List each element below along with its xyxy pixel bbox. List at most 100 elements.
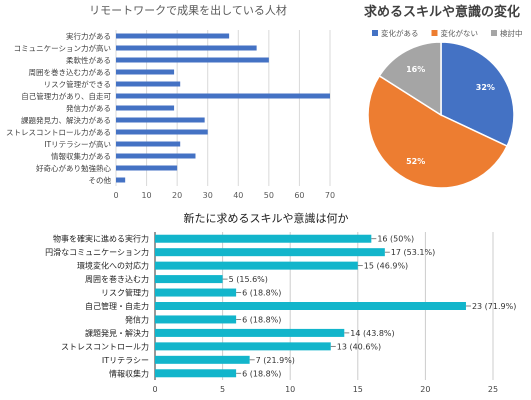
chart3-category-label: 自己管理・自走力: [85, 301, 149, 311]
chart3-title: 新たに求めるスキルや意識は何か: [184, 211, 349, 225]
chart3-data-label: 17 (53.1%): [391, 248, 435, 257]
chart1-bar: [116, 81, 181, 87]
chart3-data-label: 7 (21.9%): [256, 356, 295, 365]
chart1-category-label: 課題発見力、解決力がある: [21, 115, 111, 125]
chart3-bar: [155, 369, 237, 378]
chart3-data-label: 13 (40.6%): [337, 342, 381, 351]
chart3-bar: [155, 342, 331, 351]
chart2-slice-label: 32%: [476, 83, 495, 92]
chart3-data-label: 14 (43.8%): [350, 329, 394, 338]
chart1-bar: [116, 57, 269, 63]
chart1-category-label: コミュニケーション力が高い: [14, 43, 111, 53]
chart3-data-label: 23 (71.9%): [472, 302, 516, 311]
chart2-title: 求めるスキルや意識の変化: [364, 4, 520, 20]
chart1-bar: [116, 165, 178, 171]
chart1-bar: [116, 93, 330, 99]
chart3-category-label: 発信力: [125, 314, 149, 324]
chart2-legend: 変化がある 変化がない 検討中: [372, 28, 523, 38]
chart1-tick-label: 50: [264, 191, 274, 200]
chart1-tick-label: 60: [294, 191, 304, 200]
chart3-tick-label: 20: [420, 385, 430, 394]
chart3-category-label: 環境変化への対応力: [77, 261, 149, 271]
chart3-data-label: 6 (18.8%): [242, 289, 281, 298]
chart3-category-label: 情報収集力: [109, 368, 149, 378]
chart2-slice: [367, 74, 509, 189]
chart3-tick-label: 5: [220, 385, 225, 394]
chart3-data-label: 5 (15.6%): [229, 275, 268, 284]
chart3-bar: [155, 234, 372, 243]
chart1-tick-labels: 0 10 20 30 40 50 60 70: [113, 191, 335, 200]
chart3-bar: [155, 288, 237, 297]
chart1-category-label: 情報収集力がある: [51, 151, 111, 161]
chart3-tick-label: 25: [488, 385, 498, 394]
chart1-bar: [116, 129, 208, 135]
chart-skill-change-pie: 求めるスキルや意識の変化 変化がある 変化がない 検討中 32% 52% 16%: [364, 4, 523, 189]
chart1-bars: [116, 33, 330, 183]
chart3-category-label: ストレスコントロール力: [61, 341, 149, 351]
chart3-category-labels: 物事を確実に進める実行力円滑なコミュニケーション力環境変化への対応力周囲を巻き込…: [45, 234, 149, 379]
chart1-tick-label: 30: [203, 191, 213, 200]
chart2-slice: [378, 41, 442, 117]
chart3-tick-labels: 0 5 10 15 20 25: [152, 385, 498, 394]
chart1-bar: [116, 141, 181, 147]
chart2-legend-label: 検討中: [500, 28, 523, 38]
chart1-category-labels: 実行力があるコミュニケーション力が高い柔軟性がある周囲を巻き込む力があるリスク管…: [6, 31, 111, 185]
chart3-data-label: 6 (18.8%): [242, 315, 281, 324]
chart3-bar: [155, 261, 358, 270]
chart1-tick-label: 10: [141, 191, 151, 200]
chart1-tick-label: 20: [172, 191, 182, 200]
chart1-bar: [116, 105, 175, 111]
chart1-bar: [116, 177, 126, 183]
chart1-tick-label: 0: [113, 191, 118, 200]
chart3-category-label: ITリテラシー: [102, 356, 149, 365]
chart1-tick-label: 40: [233, 191, 243, 200]
chart2-legend-label: 変化がない: [441, 28, 479, 38]
chart1-bar: [116, 69, 175, 75]
chart2-legend-swatch: [491, 30, 497, 36]
chart1-bar: [116, 33, 230, 39]
chart2-slice-label: 52%: [406, 157, 425, 166]
chart1-category-label: 周囲を巻き込む力がある: [29, 67, 112, 77]
chart3-data-label: 15 (46.9%): [364, 262, 408, 271]
chart1-category-label: リスク管理ができる: [44, 79, 111, 89]
chart2-legend-swatch: [372, 30, 378, 36]
chart3-tick-label: 10: [285, 385, 295, 394]
chart3-category-label: 課題発見・解決力: [85, 328, 149, 338]
chart3-category-label: 周囲を巻き込む力: [85, 274, 149, 284]
chart3-tick-label: 0: [152, 385, 157, 394]
chart1-category-label: その他: [89, 175, 112, 185]
chart2-legend-label: 変化がある: [381, 28, 419, 38]
chart3-data-label: 16 (50%): [377, 235, 414, 244]
chart1-category-label: ストレスコントロール力がある: [6, 127, 111, 137]
chart1-title: リモートワークで成果を出している人材: [89, 3, 287, 17]
chart3-category-label: 円滑なコミュニケーション力: [45, 247, 149, 257]
chart1-bar: [116, 117, 205, 123]
chart-new-required-skills: 新たに求めるスキルや意識は何か 16 (50%) 17 (53.1%) 15 (46…: [45, 211, 516, 394]
chart3-bar: [155, 302, 466, 310]
chart1-category-label: 実行力がある: [66, 31, 111, 41]
chart1-category-label: 柔軟性がある: [66, 55, 111, 65]
chart3-bars: [155, 234, 466, 378]
chart1-category-label: 好奇心があり勉強熱心: [36, 163, 111, 173]
chart3-data-labels: 16 (50%) 17 (53.1%) 15 (46.9%) 5 (15.6%) 6 (…: [222, 235, 516, 378]
chart2-slice-labels: 32% 52% 16%: [406, 65, 495, 166]
chart1-gridlines: [115, 30, 331, 186]
chart3-bar: [155, 328, 345, 337]
chart3-bar: [155, 248, 385, 257]
chart1-category-label: ITリテラシーが高い: [44, 139, 111, 149]
chart1-bar: [116, 153, 196, 159]
chart1-category-label: 発信力がある: [66, 103, 111, 113]
chart1-bar: [116, 45, 257, 51]
chart3-data-label: 6 (18.8%): [242, 369, 281, 378]
chart2-slice: [440, 41, 515, 148]
chart2-slice-label: 16%: [406, 65, 425, 74]
chart3-category-label: リスク管理力: [101, 288, 149, 298]
chart3-tick-label: 15: [353, 385, 363, 394]
chart-remote-work-talent: リモートワークで成果を出している人材 実行力があるコミュニケーション力が高い柔軟…: [6, 3, 335, 200]
chart3-bar: [155, 275, 223, 284]
chart1-category-label: 自己管理力があり、自走可: [21, 91, 111, 101]
chart3-category-label: 物事を確実に進める実行力: [53, 234, 149, 244]
chart2-legend-swatch: [431, 30, 438, 36]
chart3-bar: [155, 355, 250, 364]
